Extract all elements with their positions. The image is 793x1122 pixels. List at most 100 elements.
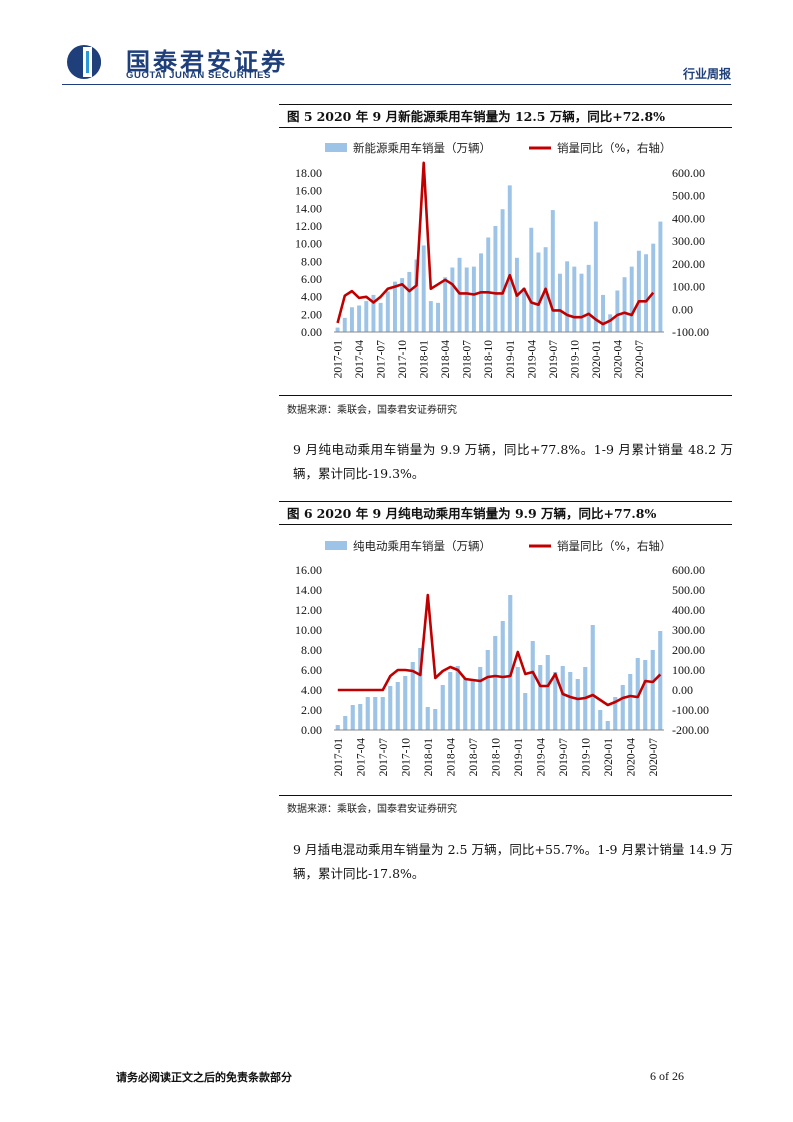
figure-5-chart: 新能源乘用车销量（万辆） 销量同比（%，右轴） 0.00 2.00 4.00 6.00 8.… [295,141,709,379]
figure-6-source-divider [279,795,732,796]
bar [463,679,468,730]
bar [515,667,520,730]
x-tick-label: 2017-10 [397,340,409,379]
company-logo-icon [67,45,101,79]
x-tick-label: 2019-01 [505,340,517,379]
bar [410,662,415,730]
bar [568,672,573,730]
bar [471,266,476,332]
x-tick-label: 2018-07 [462,340,474,379]
bar [565,261,570,332]
bar [590,625,595,730]
y-left-tick: 2.00 [301,307,322,321]
figure-5-number: 图 5 [287,109,313,124]
bar [400,278,405,332]
bar [538,665,543,730]
y-right-tick: 200.00 [672,257,705,271]
figure-5-source: 数据来源：乘联会，国泰君安证券研究 [287,405,457,416]
bar [522,287,527,332]
x-tick-label: 2017-04 [354,340,366,379]
bar [550,210,555,332]
x-tick-label: 2017-10 [400,738,412,777]
x-tick-label: 2018-01 [423,738,435,777]
bar [365,697,370,730]
bar [601,294,605,332]
bar [388,686,393,730]
bar [407,271,412,332]
yoy-line [337,593,662,707]
x-tick-label: 2019-10 [569,340,581,379]
bar [586,264,591,332]
bar [448,672,453,730]
x-tick-label: 2019-07 [548,340,560,379]
bar [658,631,663,730]
page-number: 6 of 26 [650,1069,684,1083]
x-tick-label: 2019-04 [535,738,547,777]
bar [523,693,528,730]
bar [421,245,426,332]
footer-disclaimer: 请务必阅读正文之后的免责条款部分 [116,1071,292,1084]
bar [628,674,633,730]
bar [403,676,408,730]
bar [457,257,462,332]
bar [635,658,640,730]
x-tick-label: 2019-07 [558,738,570,777]
bar [393,281,397,332]
bar [605,721,610,730]
bar [615,290,620,332]
bar [622,277,627,332]
x-tick-label: 2018-10 [483,340,495,379]
bar [428,301,433,332]
company-name-cn: 国泰君安证券 [126,48,288,76]
x-tick-label: 2020-07 [648,738,660,777]
x-tick-label: 2020-07 [634,340,646,379]
bar [620,685,625,730]
y-right-tick: 100.00 [672,663,705,677]
bar [572,266,577,332]
y-left-tick: 10.00 [295,237,322,251]
bar [658,221,663,332]
bar [493,636,498,730]
x-tick-label: 2019-10 [580,738,592,777]
bar [478,667,483,730]
bar [485,650,490,730]
bar [425,707,430,730]
bar [357,305,362,332]
x-tick-label: 2018-07 [468,738,480,777]
y-right-tick: 500.00 [672,189,705,203]
legend-bar-label: 纯电动乘用车销量（万辆） [353,539,491,553]
legend-line-label: 销量同比（%，右轴） [557,539,671,553]
y-right-tick: -100.00 [672,703,709,717]
y-right-tick: 100.00 [672,280,705,294]
bar [608,314,613,332]
bar [560,666,565,730]
y-left-tick: 6.00 [301,663,322,677]
y-left-tick: 16.00 [295,184,322,198]
y-right-tick: 600.00 [672,166,705,180]
y-left-tick: 6.00 [301,272,322,286]
bar [385,291,390,332]
x-tick-label: 2017-07 [378,738,390,777]
y-left-tick: 4.00 [301,683,322,697]
bar [575,679,580,730]
bar [651,243,656,332]
y-left-tick: 18.00 [295,166,322,180]
legend-bar-swatch [325,541,347,550]
y-right-tick: 0.00 [672,302,693,316]
x-tick-label: 2017-04 [355,738,367,777]
bar [486,237,491,332]
bar [335,327,340,332]
bar [529,227,534,332]
bar [335,725,340,730]
x-tick-label: 2019-04 [526,340,538,379]
bar [364,301,369,332]
x-tick-label: 2017-01 [333,738,345,777]
bar [493,226,498,332]
bar [440,685,445,730]
bar [558,273,562,332]
bar [500,209,505,332]
x-tick-label: 2018-01 [419,340,431,379]
y-left-tick: 14.00 [295,201,322,215]
legend-bar-label: 新能源乘用车销量（万辆） [353,141,491,155]
figure-5-title: 图 5 2020 年 9 月新能源乘用车销量为 12.5 万辆，同比+72.8% [279,104,732,128]
